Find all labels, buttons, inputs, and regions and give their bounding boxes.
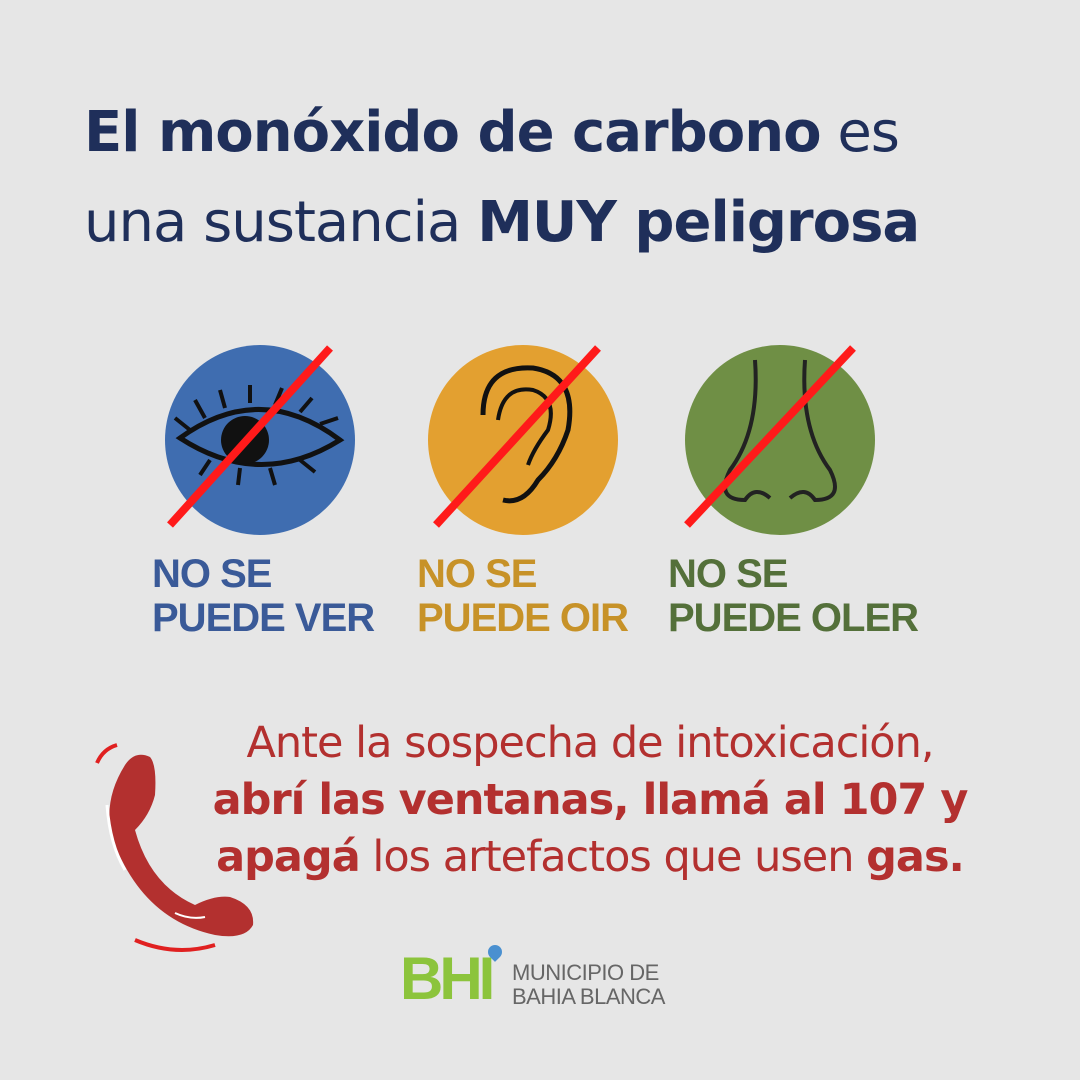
label-line: NO SE xyxy=(668,552,788,596)
eye-icon xyxy=(165,345,355,535)
headline: El monóxido de carbono es una sustancia … xyxy=(84,88,920,268)
label-line: NO SE xyxy=(417,552,537,596)
nose-icon xyxy=(684,345,875,535)
label-cannot-hear: NO SE PUEDE OIR xyxy=(417,552,629,640)
label-line: PUEDE VER xyxy=(152,596,375,640)
phone-icon xyxy=(95,743,254,952)
logo-line: BAHIA BLANCA xyxy=(512,984,665,1009)
logo-mark: BHI xyxy=(400,945,495,1012)
headline-bold: MUY peligrosa xyxy=(477,190,920,255)
label-line: PUEDE OIR xyxy=(417,596,629,640)
safety-message: Ante la sospecha de intoxicación, abrí l… xyxy=(165,715,1015,886)
ear-icon xyxy=(428,345,618,535)
message-line: abrí las ventanas, llamá al 107 y xyxy=(212,775,969,825)
logo-text: MUNICIPIO DE BAHIA BLANCA xyxy=(512,961,665,1009)
label-cannot-smell: NO SE PUEDE OLER xyxy=(668,552,919,640)
logo-line: MUNICIPIO DE xyxy=(512,960,659,985)
headline-bold: El monóxido de carbono xyxy=(84,100,822,165)
headline-light: es xyxy=(820,100,900,165)
message-bold: apagá xyxy=(216,832,361,882)
message-light: los artefactos que usen xyxy=(359,832,867,882)
message-bold: gas. xyxy=(866,832,965,882)
message-line: Ante la sospecha de intoxicación, xyxy=(246,718,934,768)
senses-icons xyxy=(0,340,1080,540)
label-line: PUEDE OLER xyxy=(668,596,919,640)
label-line: NO SE xyxy=(152,552,272,596)
label-cannot-see: NO SE PUEDE VER xyxy=(152,552,375,640)
headline-light: una sustancia xyxy=(84,190,478,255)
